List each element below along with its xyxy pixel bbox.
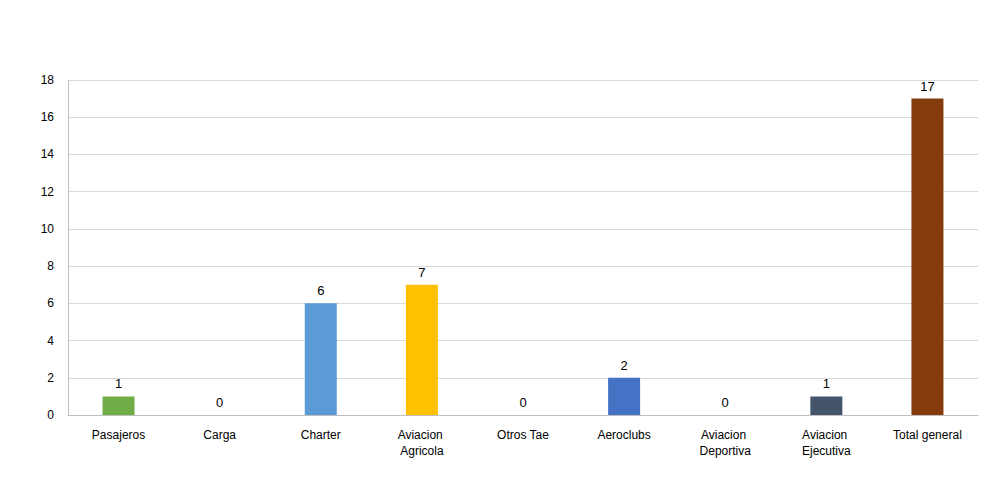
svg-text:0: 0 <box>216 395 223 410</box>
svg-text:6: 6 <box>47 296 54 310</box>
svg-text:0: 0 <box>47 408 54 422</box>
svg-text:2: 2 <box>620 358 627 373</box>
svg-text:Aviacion: Aviacion <box>701 428 749 442</box>
svg-text:14: 14 <box>41 147 55 161</box>
svg-text:Otros Tae: Otros Tae <box>497 428 549 442</box>
svg-text:Aeroclubs: Aeroclubs <box>597 428 650 442</box>
svg-text:2: 2 <box>47 371 54 385</box>
svg-text:12: 12 <box>41 185 55 199</box>
svg-text:10: 10 <box>41 222 55 236</box>
svg-text:Aviacion: Aviacion <box>802 428 850 442</box>
svg-text:1: 1 <box>115 376 122 391</box>
svg-text:0: 0 <box>519 395 526 410</box>
svg-text:17: 17 <box>920 79 934 94</box>
svg-text:18: 18 <box>41 73 55 87</box>
svg-text:Ejecutiva: Ejecutiva <box>802 444 851 458</box>
svg-text:7: 7 <box>418 265 425 280</box>
svg-text:Agricola: Agricola <box>400 444 444 458</box>
svg-text:Deportiva: Deportiva <box>700 444 752 458</box>
svg-text:6: 6 <box>317 283 324 298</box>
svg-text:Total general: Total general <box>893 428 962 442</box>
svg-text:Carga: Carga <box>203 428 236 442</box>
svg-text:Pasajeros: Pasajeros <box>92 428 145 442</box>
svg-text:0: 0 <box>722 395 729 410</box>
svg-text:Charter: Charter <box>301 428 341 442</box>
svg-text:16: 16 <box>41 110 55 124</box>
svg-text:1: 1 <box>823 376 830 391</box>
svg-text:8: 8 <box>47 259 54 273</box>
svg-text:Aviacion: Aviacion <box>398 428 446 442</box>
svg-text:4: 4 <box>47 334 54 348</box>
